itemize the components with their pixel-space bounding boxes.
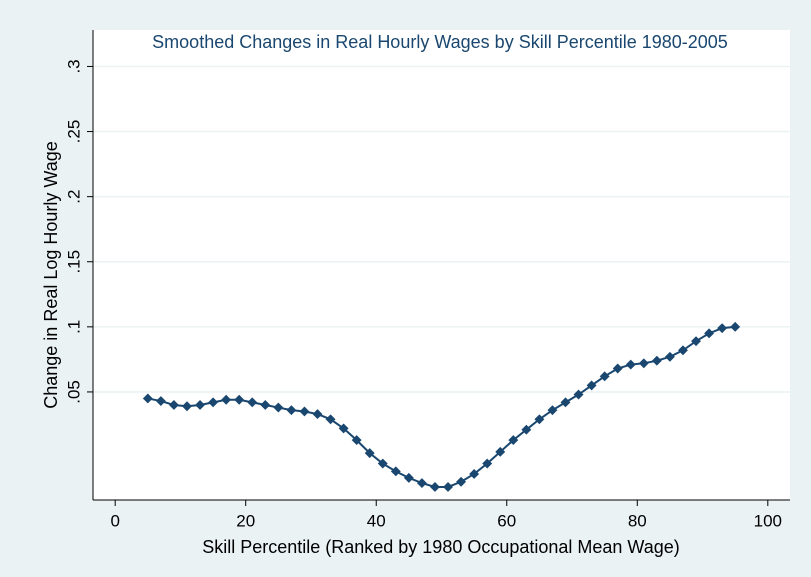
marker xyxy=(299,406,310,417)
marker xyxy=(547,405,558,416)
marker xyxy=(508,435,519,446)
x-axis-title: Skill Percentile (Ranked by 1980 Occupat… xyxy=(202,537,680,557)
marker xyxy=(495,446,506,457)
marker xyxy=(273,402,284,413)
marker xyxy=(155,396,166,407)
x-tick-label: 40 xyxy=(367,511,386,530)
marker xyxy=(195,400,205,410)
y-tick-label: .05 xyxy=(64,380,83,404)
marker xyxy=(691,336,701,347)
marker xyxy=(168,400,179,410)
marker xyxy=(521,424,532,435)
marker xyxy=(338,423,349,434)
marker xyxy=(234,394,245,405)
series-line xyxy=(147,325,736,488)
marker xyxy=(560,397,571,408)
marker xyxy=(612,363,623,374)
marker xyxy=(325,414,336,425)
marker xyxy=(208,397,219,408)
x-tick-label: 20 xyxy=(236,511,255,530)
y-tick-label: .3 xyxy=(64,59,83,73)
marker xyxy=(717,323,728,334)
x-tick-label: 60 xyxy=(497,511,516,530)
marker xyxy=(260,400,271,410)
plot-area xyxy=(93,30,790,500)
x-tick-label: 0 xyxy=(110,511,119,530)
marker xyxy=(664,351,675,362)
marker xyxy=(430,482,440,492)
marker xyxy=(390,466,401,477)
marker xyxy=(482,458,493,469)
marker xyxy=(403,472,414,483)
marker xyxy=(534,414,545,425)
marker xyxy=(364,448,375,459)
marker xyxy=(142,393,153,404)
marker xyxy=(638,358,649,369)
marker xyxy=(625,359,636,370)
marker xyxy=(416,478,427,489)
marker xyxy=(443,482,453,492)
marker xyxy=(456,476,467,487)
marker xyxy=(678,345,688,356)
y-tick-label: .25 xyxy=(64,120,83,144)
y-tick-label: .1 xyxy=(64,320,83,334)
y-axis-title: Change in Real Log Hourly Wage xyxy=(41,141,61,409)
marker xyxy=(469,469,480,479)
marker xyxy=(351,435,362,446)
marker xyxy=(377,458,388,469)
marker xyxy=(730,321,741,332)
x-tick-label: 100 xyxy=(754,511,782,530)
marker xyxy=(704,328,715,339)
marker xyxy=(312,409,323,420)
marker xyxy=(247,397,258,408)
marker xyxy=(573,389,584,400)
y-tick-label: .15 xyxy=(64,250,83,274)
y-tick-label: .2 xyxy=(64,190,83,204)
marker xyxy=(599,371,610,382)
marker xyxy=(651,355,662,366)
marker xyxy=(221,394,232,405)
chart-title: Smoothed Changes in Real Hourly Wages by… xyxy=(152,32,728,52)
marker xyxy=(286,405,297,416)
marker xyxy=(586,380,597,391)
marker xyxy=(182,401,192,412)
x-tick-label: 80 xyxy=(628,511,647,530)
